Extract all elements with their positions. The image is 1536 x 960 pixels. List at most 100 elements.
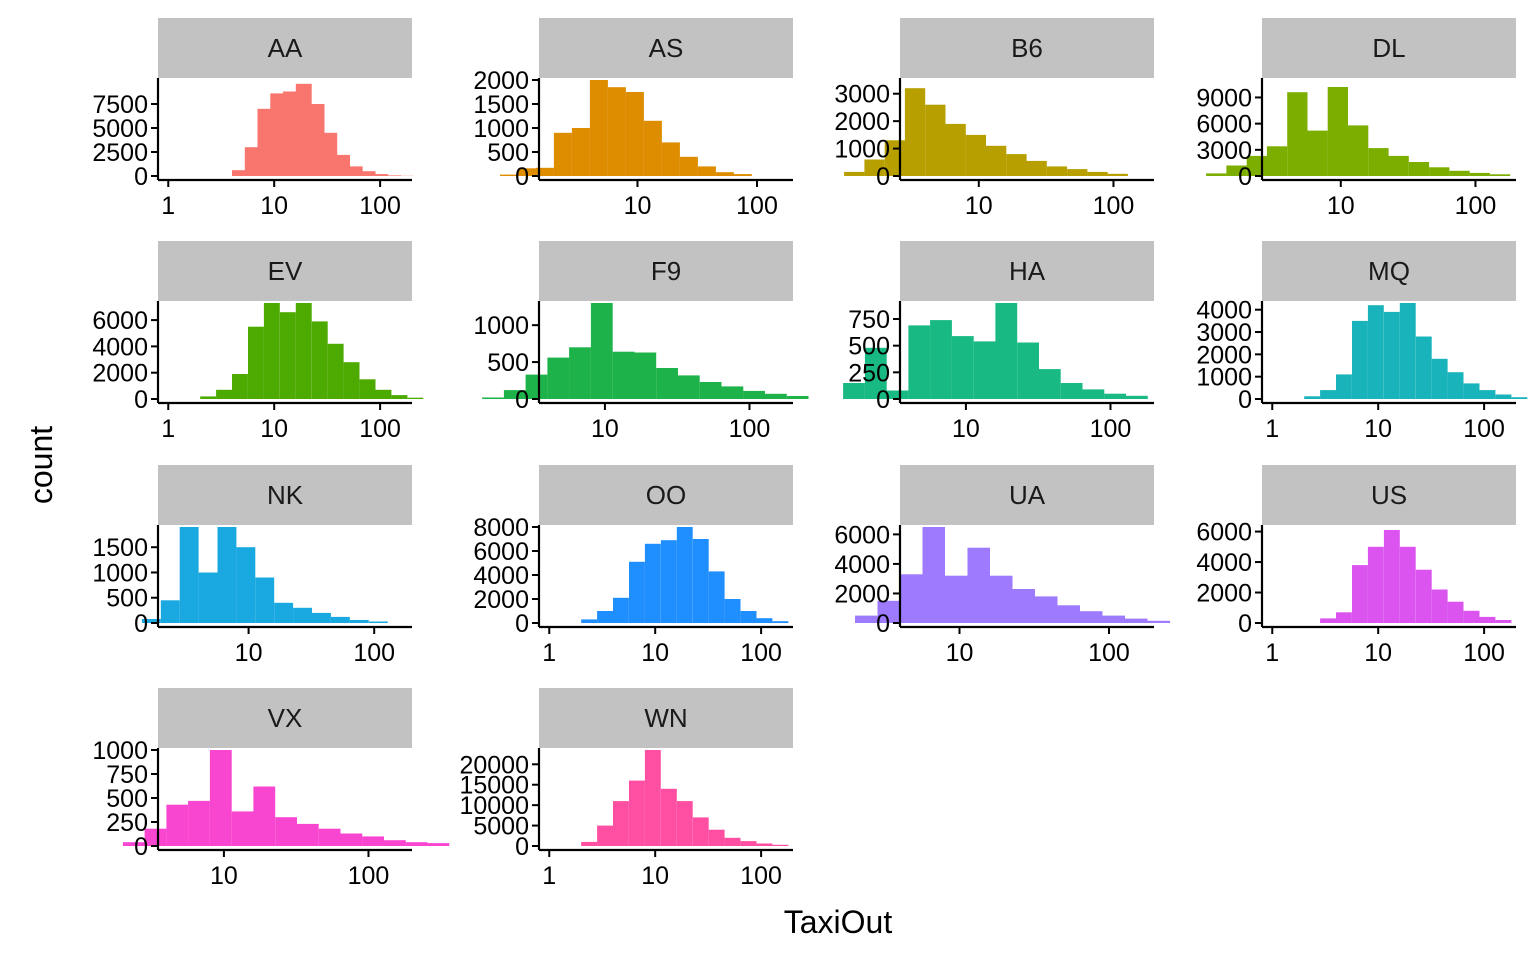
facet-strip <box>1262 241 1516 301</box>
histogram-bar <box>1038 369 1061 399</box>
y-tick-label: 500 <box>848 333 890 361</box>
x-tick-label: 100 <box>348 862 390 890</box>
y-tick-label: 15000 <box>459 772 529 800</box>
histogram-bar <box>1125 618 1148 623</box>
facet-strip <box>539 241 793 301</box>
histogram-bar <box>765 393 787 399</box>
facet-strip-label: OO <box>646 480 686 510</box>
histogram-bar <box>699 382 722 399</box>
histogram-bar <box>900 574 923 623</box>
histogram-bar <box>644 750 661 846</box>
x-tick-label: 1 <box>161 415 175 443</box>
histogram-bar <box>613 801 629 846</box>
histogram-bar <box>253 786 276 846</box>
histogram-bar <box>945 123 966 176</box>
histogram-bar <box>597 611 613 623</box>
histogram-bar <box>1415 336 1432 399</box>
histogram-bar <box>1206 173 1227 176</box>
histogram-bar <box>1307 130 1328 176</box>
y-tick-label: 500 <box>106 585 148 613</box>
y-tick-label: 750 <box>106 761 148 789</box>
histogram-bar <box>569 347 591 399</box>
x-tick-label: 10 <box>1364 415 1392 443</box>
facet-strip-label: WN <box>644 703 687 733</box>
y-tick-label: 2000 <box>1196 580 1252 608</box>
histogram-bar <box>391 395 408 399</box>
histogram-bar <box>660 788 677 846</box>
facet-strip <box>158 688 412 748</box>
histogram-bar <box>1367 305 1384 399</box>
histogram-bar <box>1026 160 1047 176</box>
histogram-bar <box>1126 395 1148 399</box>
x-tick-label: 10 <box>1364 639 1392 667</box>
histogram-bar <box>359 379 376 399</box>
histogram-bar <box>886 390 909 399</box>
histogram-bar <box>362 836 384 846</box>
x-tick-label: 100 <box>1463 639 1505 667</box>
histogram-bar <box>372 174 389 176</box>
histogram-bar <box>1320 618 1336 623</box>
histogram-bar <box>715 172 734 176</box>
histogram-bar <box>1080 611 1103 623</box>
histogram-bar <box>644 543 661 623</box>
histogram-bar <box>1226 165 1247 176</box>
histogram-bar <box>1348 125 1369 176</box>
y-tick-label: 1000 <box>473 312 529 340</box>
histogram-bar <box>925 104 946 176</box>
y-tick-label: 4000 <box>1196 297 1252 325</box>
histogram-bar <box>843 383 865 399</box>
histogram-bar <box>340 833 363 846</box>
histogram-bar <box>1383 530 1400 623</box>
facet-strip-label: AS <box>649 33 684 63</box>
y-tick-label: 1000 <box>473 115 529 143</box>
histogram-bar <box>217 527 237 623</box>
x-tick-label: 100 <box>1090 415 1132 443</box>
histogram-bar <box>141 619 161 623</box>
histogram-bar <box>581 619 598 623</box>
histogram-bar <box>1067 169 1088 176</box>
histogram-bar <box>864 159 885 176</box>
facet-strip <box>158 465 412 525</box>
histogram-bar <box>346 166 363 176</box>
y-tick-label: 4000 <box>92 333 148 361</box>
y-tick-label: 4000 <box>473 562 529 590</box>
histogram-bar <box>864 347 887 399</box>
histogram-bar <box>1107 173 1128 176</box>
y-tick-label: 5000 <box>92 115 148 143</box>
histogram-bars <box>482 303 809 399</box>
histogram-bar <box>643 120 662 176</box>
histogram-bar <box>629 561 645 623</box>
histogram-bar <box>1447 601 1464 623</box>
x-tick-label: 10 <box>624 192 652 220</box>
histogram-bar <box>844 171 865 176</box>
histogram-bar <box>1087 171 1108 176</box>
histogram-bar <box>756 618 773 623</box>
facet-strip-label: B6 <box>1011 33 1043 63</box>
facet-strip-label: F9 <box>651 256 681 286</box>
histogram-bar <box>248 326 264 399</box>
histogram-bar <box>692 539 709 623</box>
histogram-bars <box>1304 303 1528 399</box>
histogram-bar <box>676 801 693 846</box>
y-tick-label: 4000 <box>834 551 890 579</box>
histogram-bar <box>679 156 698 176</box>
x-tick-label: 100 <box>1093 192 1135 220</box>
x-tick-label: 1 <box>1265 415 1279 443</box>
histogram-bar <box>708 571 725 623</box>
histogram-bar <box>1102 615 1125 623</box>
histogram-bar <box>160 600 180 623</box>
histogram-bar <box>904 88 926 176</box>
histogram-bar <box>1495 620 1512 623</box>
histogram-bar <box>385 175 401 176</box>
histogram-bar <box>407 397 424 399</box>
x-tick-label: 10 <box>210 862 238 890</box>
histogram-bar <box>1012 589 1035 623</box>
histogram-bar <box>295 303 312 399</box>
histogram-bar <box>634 352 657 399</box>
y-axis-title: count <box>23 426 59 504</box>
